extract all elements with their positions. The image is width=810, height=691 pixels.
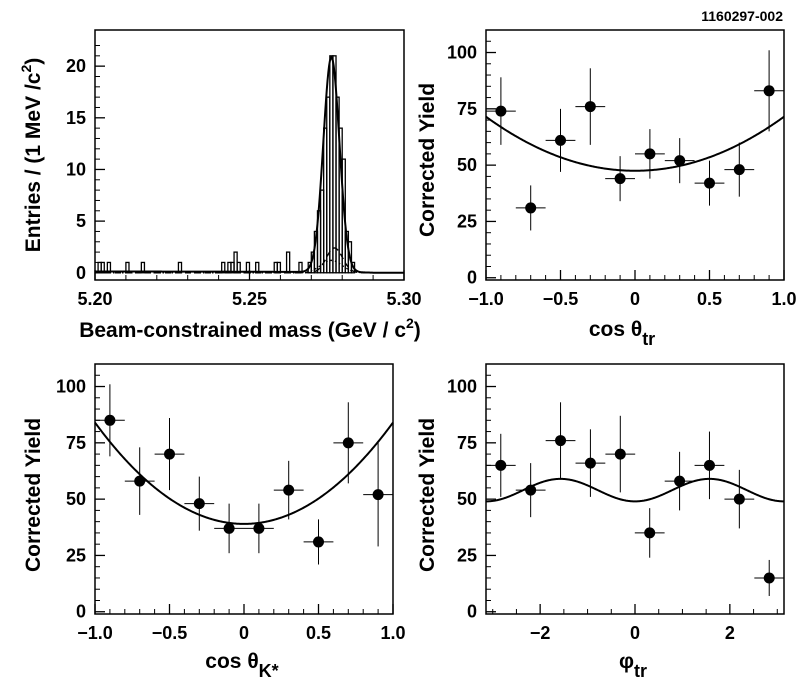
data-point: [193, 498, 205, 510]
data-point: [763, 572, 775, 584]
phitr-y-tick-label: 0: [467, 602, 477, 622]
data-point: [703, 459, 715, 471]
phitr-y-tick-label: 25: [457, 545, 477, 565]
mass-y-axis-title: Entries / (1 MeV /c2): [18, 58, 45, 253]
phitr-x-axis-title: φtr: [619, 650, 647, 681]
data-point: [674, 155, 686, 167]
figure-id: 1160297-002: [701, 8, 783, 24]
mass-x-tick-label: 5.20: [77, 289, 112, 309]
data-point: [134, 475, 146, 487]
data-point: [495, 459, 507, 471]
cosk-x-tick-label: 0: [239, 623, 249, 643]
data-point: [283, 484, 295, 496]
data-point: [164, 448, 175, 460]
cosk-x-tick-label: 1.0: [380, 623, 405, 643]
data-point: [342, 437, 354, 449]
data-point: [614, 448, 626, 460]
histogram-bin: [221, 261, 226, 274]
cosk-x-axis-title: cos θK*: [205, 650, 278, 681]
mass-x-axis-title: Beam-constrained mass (GeV / c2): [79, 315, 421, 342]
mass-frame: [94, 29, 405, 281]
panel-phi-tr: −2 0 2 0 25 50 75 100 φtr Corrected Yield: [416, 363, 785, 681]
data-point: [525, 202, 537, 214]
costr-x-tick-label: −0.5: [543, 289, 579, 309]
cosk-y-tick-label: 25: [66, 545, 86, 565]
cosk-y-tick-label: 0: [76, 602, 86, 622]
data-point: [644, 527, 656, 539]
data-point: [614, 173, 626, 185]
costr-fit-curve: [485, 115, 785, 172]
histogram-bin: [347, 241, 353, 274]
costr-y-tick-label: 100: [447, 43, 477, 63]
mass-y-tick-label: 10: [66, 159, 86, 179]
histogram-bin: [285, 251, 291, 274]
data-point: [223, 522, 235, 534]
phitr-fit-curve: [485, 477, 785, 503]
mass-y-tick-label: 5: [76, 211, 86, 231]
cosk-y-tick-label: 50: [66, 489, 86, 509]
data-point: [104, 414, 116, 426]
mass-y-tick-label: 0: [76, 263, 86, 283]
mass-y-tick-label: 15: [66, 108, 86, 128]
costr-x-tick-label: 0: [630, 289, 640, 309]
costr-y-tick-label: 0: [467, 268, 477, 288]
fit-curve-dotted: [95, 259, 404, 274]
costr-x-axis-title: cos θtr: [589, 318, 655, 349]
costr-x-tick-label: 0.5: [697, 289, 722, 309]
panel-cos-theta-k: −1.0 −0.5 0 0.5 1.0 0 25 50 75 100 cos θK* Correc…: [22, 363, 406, 681]
phitr-plot-area: −2 0 2 0 25 50 75 100: [447, 363, 785, 643]
data-point: [584, 101, 596, 113]
histogram-bin: [140, 261, 146, 274]
costr-x-tick-label: −1.0: [468, 289, 504, 309]
mass-x-tick-label: 5.30: [386, 289, 421, 309]
mass-plot-area: 5.20 5.25 5.30 0 5 10 15 20: [66, 29, 422, 309]
cosk-x-tick-label: −0.5: [152, 623, 188, 643]
data-point: [763, 85, 775, 97]
fit-curve-solid: [95, 55, 404, 274]
data-point: [555, 435, 567, 447]
cosk-x-tick-label: −1.0: [77, 623, 113, 643]
costr-y-tick-label: 25: [457, 211, 477, 231]
mass-x-tick-label: 5.25: [232, 289, 267, 309]
costr-y-axis-title: Corrected Yield: [416, 83, 439, 237]
data-point: [525, 484, 537, 496]
costr-y-tick-label: 50: [457, 155, 477, 175]
cosk-y-tick-label: 75: [66, 433, 86, 453]
phitr-x-tick-label: 0: [630, 623, 640, 643]
data-point: [313, 536, 324, 548]
data-point: [555, 134, 566, 146]
data-point: [733, 493, 745, 505]
costr-y-tick-label: 75: [457, 99, 477, 119]
cosk-y-axis-title: Corrected Yield: [22, 418, 45, 572]
data-point: [584, 457, 596, 469]
costr-x-tick-label: 1.0: [771, 289, 796, 309]
data-point: [733, 164, 745, 176]
costr-plot-area: −1.0 −0.5 0 0.5 1.0 0 25 50 75 100: [447, 29, 797, 309]
phitr-x-tick-label: −2: [530, 623, 551, 643]
cosk-plot-area: −1.0 −0.5 0 0.5 1.0 0 25 50 75 100: [56, 363, 406, 643]
data-point: [253, 522, 265, 534]
histogram-bin: [100, 261, 105, 274]
mass-y-tick-label: 20: [66, 56, 86, 76]
data-point: [704, 177, 715, 189]
phitr-y-tick-label: 100: [447, 377, 477, 397]
data-point: [674, 475, 686, 487]
panel-mass-histogram: 5.20 5.25 5.30 0 5 10 15 20 Beam-constrained ma…: [18, 29, 422, 342]
cosk-y-tick-label: 100: [56, 377, 86, 397]
phitr-y-tick-label: 50: [457, 489, 477, 509]
cosk-x-tick-label: 0.5: [306, 623, 331, 643]
data-point: [495, 105, 507, 117]
phitr-x-tick-label: 2: [725, 623, 735, 643]
data-point: [644, 148, 656, 160]
phitr-y-tick-label: 75: [457, 433, 477, 453]
panel-cos-theta-tr: −1.0 −0.5 0 0.5 1.0 0 25 50 75 100 cos θtr Correc…: [416, 29, 797, 349]
phitr-y-axis-title: Corrected Yield: [416, 418, 439, 572]
data-point: [372, 489, 384, 501]
